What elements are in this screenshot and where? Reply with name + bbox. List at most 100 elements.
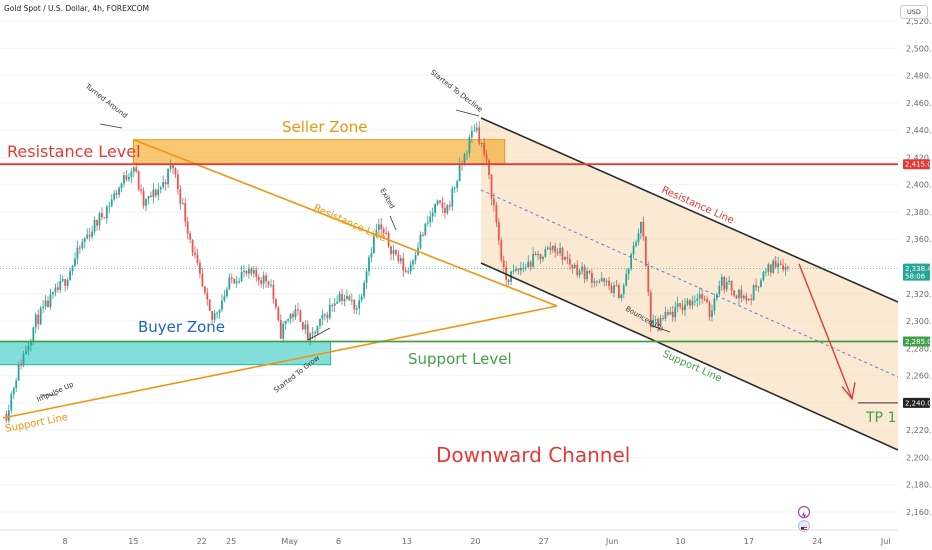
candle-body[interactable] [463, 154, 466, 165]
candle-body[interactable] [507, 279, 510, 282]
candle-body[interactable] [382, 229, 385, 233]
candle-body[interactable] [684, 304, 686, 311]
candle-body[interactable] [625, 274, 628, 286]
candle-body[interactable] [426, 222, 429, 224]
candle-body[interactable] [414, 255, 417, 261]
candle-body[interactable] [576, 264, 579, 276]
candle-body[interactable] [348, 296, 351, 301]
candle-body[interactable] [605, 280, 608, 282]
candle-body[interactable] [76, 247, 79, 259]
candle-body[interactable] [199, 262, 201, 274]
candle-body[interactable] [728, 280, 731, 283]
candle-body[interactable] [245, 270, 248, 274]
candle-body[interactable] [206, 292, 209, 300]
candle-body[interactable] [98, 213, 101, 226]
candle-body[interactable] [201, 273, 204, 287]
candle-body[interactable] [248, 268, 250, 274]
candle-body[interactable] [723, 276, 726, 290]
candle-body[interactable] [118, 188, 120, 195]
candle-body[interactable] [282, 323, 285, 339]
candle-body[interactable] [194, 252, 196, 255]
candle-body[interactable] [20, 364, 22, 366]
candle-body[interactable] [27, 345, 30, 351]
candle-body[interactable] [120, 183, 123, 189]
candle-body[interactable] [12, 388, 15, 395]
channel-mid-line[interactable] [480, 189, 899, 378]
candle-body[interactable] [568, 259, 571, 265]
candle-body[interactable] [762, 271, 765, 281]
candle-body[interactable] [299, 310, 302, 322]
candle-body[interactable] [316, 325, 319, 334]
candle-body[interactable] [549, 247, 552, 250]
candle-body[interactable] [485, 154, 488, 161]
annotation-arrow[interactable] [649, 324, 671, 333]
candle-body[interactable] [782, 264, 784, 270]
candle-body[interactable] [617, 285, 620, 299]
candle-body[interactable] [402, 258, 405, 271]
candle-body[interactable] [659, 318, 662, 326]
candle-body[interactable] [488, 160, 490, 175]
candle-body[interactable] [679, 303, 682, 307]
annotation-arrow[interactable] [389, 215, 397, 231]
candle-body[interactable] [620, 294, 623, 299]
candle-body[interactable] [554, 245, 557, 253]
candle-body[interactable] [769, 264, 772, 273]
candle-body[interactable] [409, 264, 412, 272]
candle-body[interactable] [350, 300, 353, 302]
candle-body[interactable] [377, 224, 380, 231]
candle-body[interactable] [309, 333, 312, 341]
candle-body[interactable] [480, 143, 483, 145]
candle-body[interactable] [154, 189, 157, 196]
candle-body[interactable] [760, 280, 762, 287]
candle-body[interactable] [478, 127, 481, 144]
candle-body[interactable] [397, 254, 400, 262]
candle-body[interactable] [172, 165, 174, 169]
candle-body[interactable] [7, 410, 10, 421]
candle-body[interactable] [767, 264, 770, 272]
candle-body[interactable] [657, 319, 659, 326]
candle-body[interactable] [360, 296, 363, 301]
candle-body[interactable] [169, 165, 172, 169]
candle-body[interactable] [103, 217, 106, 219]
candle-body[interactable] [164, 182, 167, 185]
candle-body[interactable] [272, 284, 275, 299]
candle-body[interactable] [179, 188, 182, 204]
candle-body[interactable] [502, 260, 505, 268]
channel-resistance-line[interactable] [480, 117, 899, 303]
candle-body[interactable] [301, 321, 304, 330]
candle-body[interactable] [279, 320, 282, 339]
candle-body[interactable] [228, 277, 231, 290]
candle-body[interactable] [711, 310, 713, 317]
candle-body[interactable] [189, 233, 192, 240]
candle-body[interactable] [186, 221, 189, 234]
candle-body[interactable] [32, 327, 35, 342]
candle-body[interactable] [446, 205, 449, 214]
candle-body[interactable] [613, 285, 615, 294]
candle-body[interactable] [265, 275, 267, 282]
candle-body[interactable] [101, 213, 103, 218]
candle-body[interactable] [662, 318, 664, 320]
candle-body[interactable] [110, 199, 113, 206]
candle-body[interactable] [757, 286, 760, 288]
candle-body[interactable] [368, 257, 370, 272]
resistance-line-orange[interactable] [133, 138, 558, 307]
candle-body[interactable] [642, 221, 645, 237]
currency-button[interactable]: USD [900, 5, 928, 19]
candle-body[interactable] [150, 195, 152, 198]
candle-body[interactable] [784, 266, 787, 270]
candle-body[interactable] [61, 279, 64, 281]
candle-body[interactable] [96, 220, 98, 226]
candle-body[interactable] [421, 234, 424, 236]
candle-body[interactable] [453, 187, 456, 189]
candle-body[interactable] [257, 276, 260, 281]
annotation-arrow[interactable] [99, 123, 123, 129]
candle-body[interactable] [346, 296, 348, 299]
candle-body[interactable] [718, 285, 721, 295]
candle-body[interactable] [56, 287, 59, 291]
candle-body[interactable] [338, 293, 341, 302]
candle-body[interactable] [74, 258, 76, 267]
candle-body[interactable] [34, 314, 37, 328]
candle-body[interactable] [277, 307, 280, 321]
candle-body[interactable] [159, 187, 162, 190]
candle-body[interactable] [140, 189, 143, 191]
